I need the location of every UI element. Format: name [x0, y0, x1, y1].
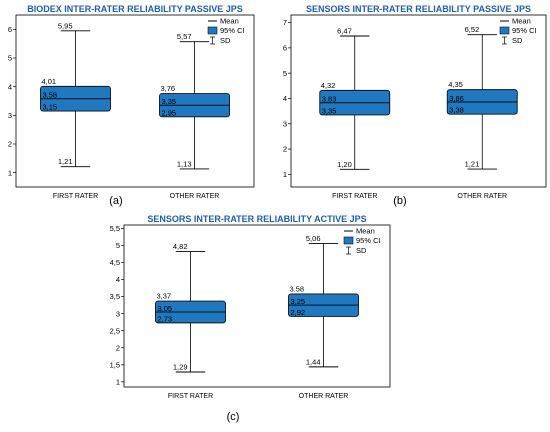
ci-upper-value-label: 4,35 — [448, 80, 463, 89]
legend-ci-swatch — [343, 236, 354, 245]
y-tick-label: 6 — [8, 25, 12, 34]
x-category-label: FIRST RATER — [53, 193, 98, 200]
y-tick-label: 3 — [116, 309, 120, 318]
y-tick-label: 4,5 — [110, 258, 120, 267]
mean-value-label: 3,83 — [322, 95, 337, 104]
y-tick-label: 7 — [283, 18, 287, 27]
max-value-label: 5,95 — [58, 21, 73, 30]
ci-lower-value-label: 3,38 — [449, 106, 464, 115]
y-tick-label: 1 — [283, 170, 287, 179]
ci-lower-value-label: 2,95 — [162, 108, 177, 117]
chart-title: SENSORS INTER-RATER RELIABILITY PASSIVE … — [306, 4, 531, 14]
legend-sd-label: SD — [512, 36, 523, 45]
ci-upper-value-label: 3.58 — [290, 284, 305, 293]
panel-label: (a) — [109, 195, 122, 207]
mean-value-label: 3,86 — [449, 94, 464, 103]
x-category-label: FIRST RATER — [168, 393, 213, 400]
legend-ci-swatch — [207, 26, 218, 35]
min-value-label: 1,20 — [337, 160, 352, 169]
min-value-label: 1,21 — [58, 157, 73, 166]
max-value-label: 5,06 — [306, 234, 321, 243]
y-tick-label: 4 — [283, 94, 287, 103]
x-category-label: OTHER RATER — [457, 193, 507, 200]
x-category-label: FIRST RATER — [332, 193, 377, 200]
x-category-label: OTHER RATER — [170, 193, 220, 200]
ci-lower-value-label: 2,73 — [158, 314, 173, 323]
legend-ci-label: 95% CI — [512, 26, 537, 35]
mean-value-label: 3,35 — [162, 97, 177, 106]
y-tick-label: 4 — [8, 82, 12, 91]
y-tick-label: 1 — [8, 168, 12, 177]
y-tick-label: 1 — [116, 377, 120, 386]
min-value-label: 1,44 — [306, 357, 321, 366]
chart-title: SENSORS INTER-RATER RELIABILITY ACTIVE J… — [147, 214, 366, 224]
legend-sd-label: SD — [220, 36, 231, 45]
ci-upper-value-label: 4,01 — [42, 77, 57, 86]
legend-mean-label: Mean — [356, 227, 375, 236]
y-tick-label: 5,5 — [110, 224, 120, 233]
mean-value-label: 3,25 — [291, 297, 306, 306]
plot-frame — [290, 14, 547, 188]
y-tick-label: 4 — [116, 275, 120, 284]
plot-frame — [15, 14, 255, 188]
y-tick-label: 5 — [283, 69, 287, 78]
y-tick-label: 5 — [8, 54, 12, 63]
y-tick-label: 2 — [116, 343, 120, 352]
y-tick-label: 2 — [283, 145, 287, 154]
y-tick-label: 3,5 — [110, 292, 120, 301]
x-category-label: OTHER RATER — [299, 393, 349, 400]
y-tick-label: 3 — [8, 111, 12, 120]
panel-label: (b) — [393, 195, 406, 207]
max-value-label: 6,47 — [337, 26, 352, 35]
max-value-label: 6,52 — [465, 25, 480, 34]
chart-panel: SENSORS INTER-RATER RELIABILITY ACTIVE J… — [110, 214, 391, 423]
y-tick-label: 2 — [8, 140, 12, 149]
chart-title: BIODEX INTER-RATER RELIABILITY PASSIVE J… — [27, 4, 243, 14]
ci-lower-value-label: 2,92 — [291, 308, 306, 317]
ci-upper-value-label: 4,32 — [321, 81, 336, 90]
y-tick-label: 1,5 — [110, 360, 120, 369]
mean-value-label: 3,05 — [158, 304, 173, 313]
legend-ci-swatch — [499, 26, 510, 35]
panel-label: (c) — [227, 411, 240, 423]
plot-frame — [123, 224, 391, 388]
max-value-label: 5,57 — [177, 32, 192, 41]
y-tick-label: 5 — [116, 241, 120, 250]
mean-value-label: 3,58 — [43, 91, 58, 100]
chart-panel: SENSORS INTER-RATER RELIABILITY PASSIVE … — [283, 4, 547, 207]
y-tick-label: 6 — [283, 43, 287, 52]
min-value-label: 1,29 — [173, 362, 188, 371]
legend-ci-label: 95% CI — [356, 236, 381, 245]
legend-sd-label: SD — [356, 246, 367, 255]
legend-mean-label: Mean — [220, 17, 239, 26]
ci-lower-value-label: 3,15 — [43, 103, 58, 112]
chart-panel: BIODEX INTER-RATER RELIABILITY PASSIVE J… — [8, 4, 255, 207]
legend-ci-label: 95% CI — [220, 26, 245, 35]
y-tick-label: 2,5 — [110, 326, 120, 335]
min-value-label: 1,21 — [465, 160, 480, 169]
max-value-label: 4,82 — [173, 242, 188, 251]
ci-upper-value-label: 3,76 — [161, 84, 176, 93]
ci-lower-value-label: 3,35 — [322, 106, 337, 115]
y-tick-label: 3 — [283, 119, 287, 128]
legend-mean-label: Mean — [512, 17, 531, 26]
ci-upper-value-label: 3,37 — [157, 292, 172, 301]
min-value-label: 1,13 — [177, 159, 192, 168]
